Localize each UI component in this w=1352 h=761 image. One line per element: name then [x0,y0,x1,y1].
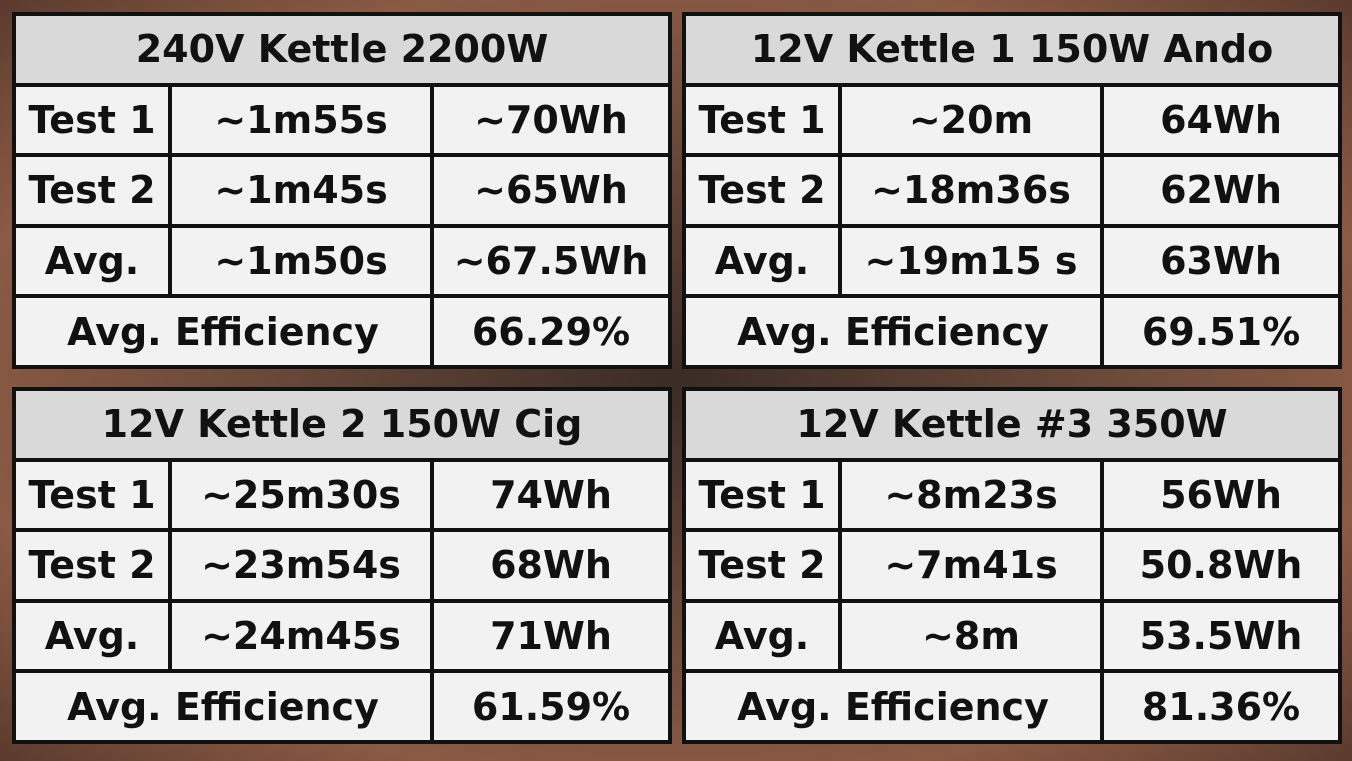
data-row: Test 1 ~8m23s 56Wh [682,457,1342,533]
data-row: Test 2 ~1m45s ~65Wh [12,153,673,228]
cell: Avg. [682,598,842,674]
cell: 62Wh [1099,153,1343,228]
table-title: 240V Kettle 2200W [11,12,673,87]
kettle-table: 12V Kettle 1 150W Ando Test 1 ~20m 64Wh Test… [681,12,1343,369]
cell: Avg. [12,223,172,299]
cell: ~70Wh [429,82,673,158]
cell: 71Wh [430,598,672,674]
cell: ~24m45s [168,598,434,674]
efficiency-value: 66.29% [429,294,673,369]
kettle-table: 240V Kettle 2200W Test 1 ~1m55s ~70Wh Test 2… [11,12,673,369]
cell: ~25m30s [168,457,434,533]
cell: Avg. [12,598,172,674]
data-row: Test 1 ~25m30s 74Wh [12,457,672,533]
table-title: 12V Kettle 2 150W Cig [12,387,672,462]
cell: ~7m41s [838,528,1104,603]
data-row: Avg. ~8m 53.5Wh [682,598,1342,674]
data-row: Avg. ~24m45s 71Wh [12,598,672,674]
cell: 63Wh [1099,223,1343,299]
efficiency-value: 69.51% [1099,294,1343,369]
title-row: 12V Kettle 1 150W Ando [681,12,1343,87]
title-row: 12V Kettle #3 350W [682,387,1342,462]
cell: Test 1 [682,457,842,533]
cell: ~8m23s [838,457,1104,533]
cell: Test 2 [12,528,172,603]
data-row: Test 2 ~18m36s 62Wh [682,153,1343,228]
table-title: 12V Kettle 1 150W Ando [681,12,1343,87]
cell: ~1m55s [168,82,434,158]
cell: 50.8Wh [1100,528,1342,603]
cell: Test 1 [12,457,172,533]
cell: ~1m45s [168,153,434,228]
cell: ~20m [838,82,1104,158]
efficiency-row: Avg. Efficiency 69.51% [682,294,1343,369]
cell: ~8m [838,598,1104,674]
kettle-table: 12V Kettle #3 350W Test 1 ~8m23s 56Wh Test 2… [682,387,1342,744]
cell: ~67.5Wh [429,223,673,299]
data-row: Test 1 ~20m 64Wh [682,82,1343,158]
efficiency-value: 81.36% [1100,669,1342,744]
cell: 74Wh [430,457,672,533]
efficiency-value: 61.59% [430,669,672,744]
efficiency-row: Avg. Efficiency 66.29% [12,294,673,369]
data-row: Test 2 ~7m41s 50.8Wh [682,528,1342,603]
efficiency-row: Avg. Efficiency 61.59% [12,669,672,744]
data-row: Test 1 ~1m55s ~70Wh [12,82,673,158]
cell: ~23m54s [168,528,434,603]
cell: ~19m15 s [838,223,1104,299]
cell: 64Wh [1099,82,1343,158]
cell: Test 2 [682,528,842,603]
efficiency-label: Avg. Efficiency [12,294,434,369]
data-row: Avg. ~19m15 s 63Wh [682,223,1343,299]
title-row: 240V Kettle 2200W [11,12,673,87]
title-row: 12V Kettle 2 150W Cig [12,387,672,462]
cell: 53.5Wh [1100,598,1342,674]
cell: ~65Wh [429,153,673,228]
efficiency-row: Avg. Efficiency 81.36% [682,669,1342,744]
data-row: Avg. ~1m50s ~67.5Wh [12,223,673,299]
cell: Test 1 [682,82,842,158]
efficiency-label: Avg. Efficiency [12,669,434,744]
table-title: 12V Kettle #3 350W [682,387,1342,462]
cell: Test 2 [682,153,842,228]
cell: 56Wh [1100,457,1342,533]
cell: Avg. [682,223,842,299]
data-row: Test 2 ~23m54s 68Wh [12,528,672,603]
cell: ~1m50s [168,223,434,299]
cell: Test 2 [12,153,172,228]
efficiency-label: Avg. Efficiency [682,669,1104,744]
kettle-table: 12V Kettle 2 150W Cig Test 1 ~25m30s 74Wh Te… [12,387,672,744]
efficiency-label: Avg. Efficiency [682,294,1104,369]
cell: 68Wh [430,528,672,603]
cell: ~18m36s [838,153,1104,228]
cell: Test 1 [12,82,172,158]
